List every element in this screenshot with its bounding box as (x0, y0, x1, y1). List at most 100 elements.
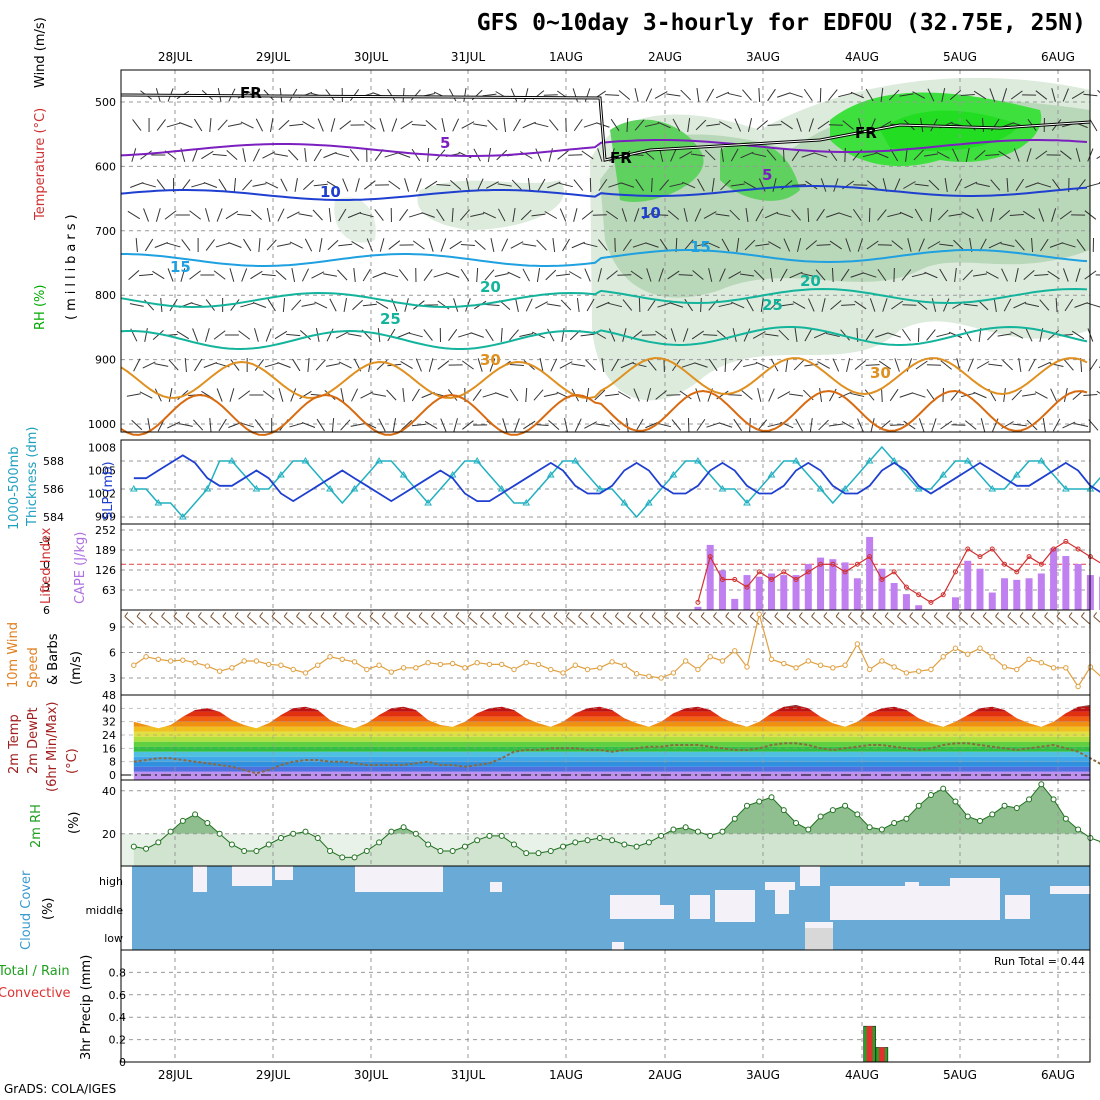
wind-barb-10m (835, 616, 846, 625)
wind-barb (808, 118, 814, 132)
wind-barb (347, 211, 362, 219)
wind-barb-10m (676, 616, 687, 625)
wind-barb (924, 271, 938, 279)
wind-barb (718, 422, 733, 428)
cape-bar (902, 594, 910, 610)
wind-barb (338, 208, 347, 222)
wind-barb (252, 183, 267, 187)
wind-barb (781, 180, 793, 190)
10m-wind-marker (499, 661, 505, 668)
wind-barb (342, 178, 349, 192)
contour-label: 15 (690, 238, 711, 256)
wind-barb (608, 328, 616, 342)
wind-barb (740, 151, 754, 159)
wind-barb-flag (627, 612, 632, 617)
wind-barb-10m (627, 616, 637, 625)
wind-barb (706, 123, 721, 127)
10m-wind-barbs (124, 612, 1100, 625)
rh2m-marker (179, 817, 186, 824)
rh2m-marker (241, 847, 248, 854)
wind-barb (926, 329, 936, 341)
cloud-clear-patch (1050, 886, 1090, 894)
wind-barb (742, 89, 752, 101)
10m-wind-marker (658, 675, 664, 681)
rh2m-marker (645, 839, 652, 846)
ylabel-slp-text: SLP (mb) (101, 461, 116, 520)
wind-barb (396, 331, 411, 339)
date-label-top: 3AUG (746, 50, 780, 64)
wind-barb (785, 357, 789, 373)
wind-barb (782, 147, 785, 163)
wind-barb (903, 181, 916, 189)
wind-barb (289, 123, 304, 127)
panel-frame-slp (120, 439, 1091, 525)
wind-barb (659, 238, 669, 252)
rh2m-marker (560, 843, 567, 850)
wind-barb-flag (1007, 612, 1012, 617)
wind-barb (301, 303, 316, 307)
wind-barb (250, 209, 262, 221)
10m-wind-marker (327, 654, 333, 660)
wind-barb (605, 94, 620, 96)
wind-barb (523, 420, 536, 430)
wind-barb-10m (541, 616, 552, 625)
wind-barb (973, 90, 987, 100)
wind-barb (142, 361, 156, 369)
wind-barb (460, 244, 475, 246)
wind-barb (204, 328, 210, 342)
wind-barb (880, 87, 884, 103)
wind-barb (1013, 301, 1027, 309)
ylabel-10m-wind: (m/s) (69, 651, 84, 685)
wind-barb (255, 118, 264, 132)
rh2m-marker (780, 807, 787, 814)
wind-barb (273, 153, 288, 157)
10m-wind-marker (1050, 665, 1057, 671)
ylabel-temp2m: (°C) (65, 748, 80, 774)
temp-band (133, 706, 1090, 712)
rh2m-marker (167, 828, 174, 835)
ylabel-precip: 3hr Precip (mm) (79, 955, 94, 1060)
wind-barb (655, 390, 667, 400)
10m-wind-marker (425, 660, 431, 666)
wind-barb (1075, 268, 1081, 282)
thickness-marker (178, 513, 187, 520)
wind-barb (831, 267, 834, 283)
wind-barb (767, 422, 782, 428)
wind-barb (1051, 208, 1057, 222)
wind-barb-10m (713, 616, 723, 625)
wind-barb (756, 120, 768, 130)
rh2m-marker (1062, 815, 1069, 822)
temperature-contour (120, 389, 1088, 436)
thickness-marker (129, 485, 138, 492)
cloud-level-label: high (99, 875, 123, 888)
ylabel-millibars: (millibars) (64, 210, 79, 320)
wind-barb (559, 361, 573, 369)
wind-barb (1076, 239, 1086, 251)
wind-barb-flag (639, 612, 644, 617)
wind-barb (485, 328, 494, 342)
wind-barb (769, 299, 780, 311)
wind-barb (669, 302, 684, 308)
thickness-marker (522, 499, 531, 506)
10m-wind-marker (511, 666, 517, 673)
wind-barb (477, 358, 483, 372)
ytick-precip: 0.6 (109, 989, 127, 1002)
cloud-clear-patch (775, 890, 789, 914)
wind-barb (441, 118, 446, 132)
date-label-top: 2AUG (648, 50, 682, 64)
wind-barb (720, 147, 724, 163)
thickness-marker (644, 499, 653, 506)
wind-barb (152, 270, 165, 280)
wind-barb (645, 88, 653, 102)
wind-barb (889, 388, 899, 402)
wind-barb (453, 298, 459, 312)
thickness-marker (620, 499, 629, 506)
temp-band (133, 716, 1090, 722)
wind-barb (985, 271, 999, 279)
ylabel-temp2m-text: 2m DewPt (26, 707, 41, 774)
rh2m-marker (523, 850, 530, 857)
ytick-pressure: 500 (95, 96, 116, 109)
wind-barb (191, 182, 205, 188)
ytick-thickness: 586 (43, 483, 64, 496)
wind-barb (240, 302, 255, 308)
